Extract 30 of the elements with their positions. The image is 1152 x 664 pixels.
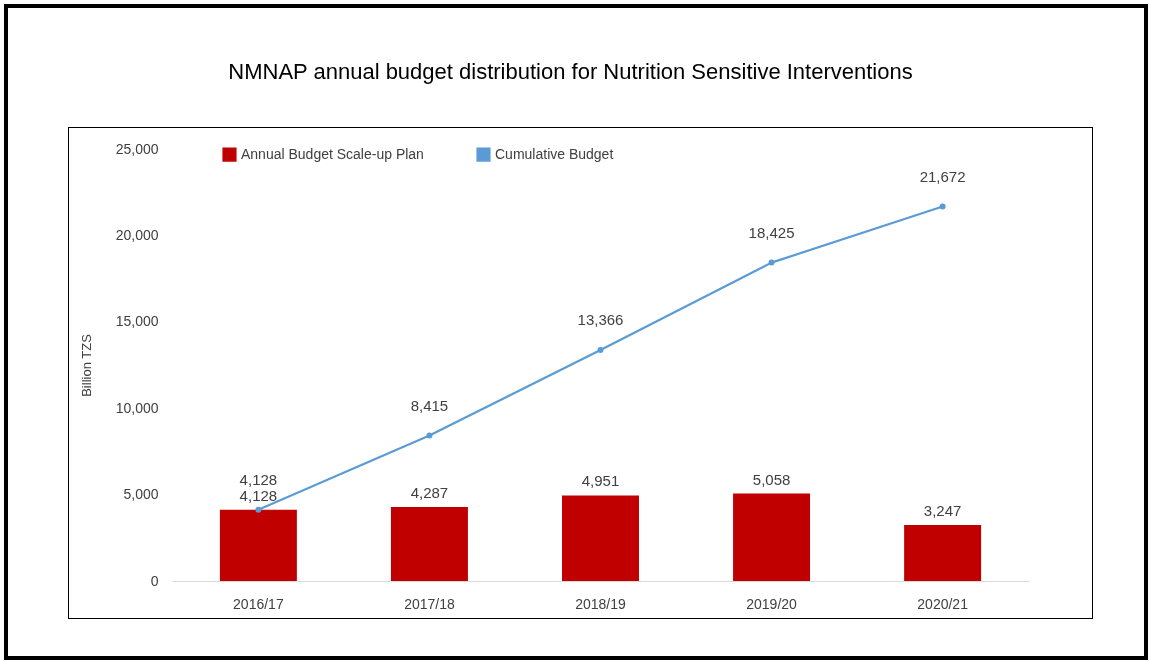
data-label: 8,415	[410, 396, 449, 414]
y-tick-label: 0	[150, 572, 159, 589]
point	[426, 432, 433, 439]
point	[939, 203, 946, 210]
legend-label: Annual Budget Scale-up Plan	[241, 145, 424, 162]
data-label: 4,951	[581, 472, 620, 490]
point	[768, 259, 775, 266]
data-label: 18,425	[748, 223, 795, 241]
data-label: 13,366	[577, 311, 624, 329]
data-label: 3,247	[923, 501, 962, 519]
chart-title: NMNAP annual budget distribution for Nutrition Sensitive Interventions	[228, 59, 913, 84]
point	[597, 347, 604, 354]
legend-label: Cumulative Budget	[495, 145, 614, 162]
data-label: 5,058	[752, 470, 791, 488]
y-tick-label: 15,000	[115, 313, 159, 330]
y-axis-title: Billion TZS	[78, 333, 94, 397]
x-tick-label: 2020/21	[917, 595, 969, 612]
y-tick-label: 25,000	[115, 140, 159, 157]
x-tick-label: 2016/17	[233, 595, 284, 612]
data-label: 21,672	[919, 167, 966, 185]
x-tick-label: 2018/19	[575, 595, 627, 612]
point	[255, 506, 262, 513]
data-label: 4,128	[239, 470, 278, 488]
x-tick-label: 2019/20	[746, 595, 798, 612]
y-tick-label: 10,000	[115, 399, 159, 416]
x-tick-label: 2017/18	[404, 595, 455, 612]
y-tick-label: 5,000	[123, 486, 159, 503]
data-label: 4,128	[239, 486, 278, 504]
data-label: 4,287	[410, 483, 449, 501]
y-tick-label: 20,000	[115, 226, 159, 243]
